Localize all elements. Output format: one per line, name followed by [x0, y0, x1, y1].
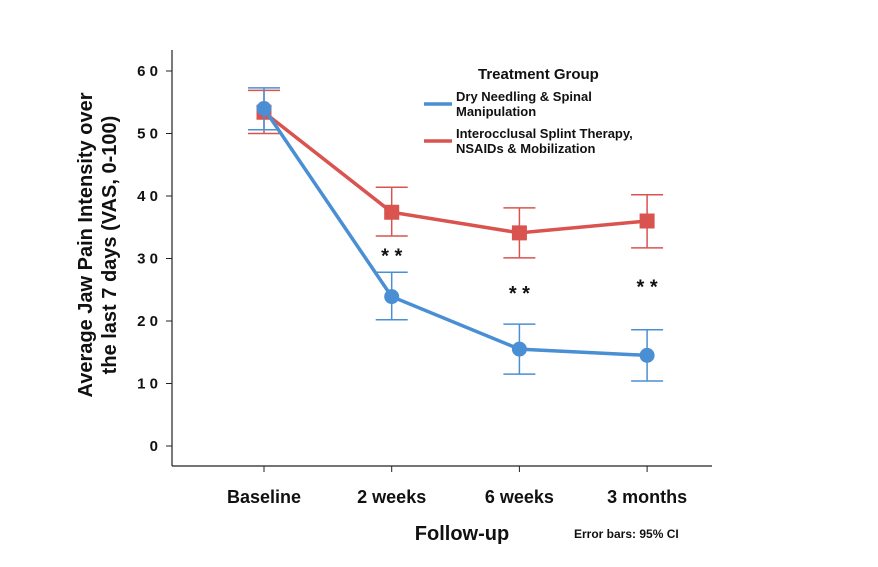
data-point — [639, 347, 655, 363]
legend-title: Treatment Group — [478, 66, 599, 83]
data-point — [384, 289, 400, 305]
y-tick-label: 6 0 — [137, 63, 158, 80]
y-tick-label: 1 0 — [137, 376, 158, 393]
footnote: Error bars: 95% CI — [574, 527, 679, 541]
data-point — [511, 225, 527, 241]
data-point — [639, 213, 655, 229]
x-tick-label: 2 weeks — [357, 487, 426, 507]
significance-marker: * * — [637, 277, 658, 299]
data-point — [511, 341, 527, 357]
x-tick-label: 3 months — [607, 487, 687, 507]
significance-marker: * * — [381, 245, 402, 267]
x-tick-label: Baseline — [227, 487, 301, 507]
significance-marker: * * — [509, 283, 530, 305]
legend-label: Dry Needling & Spinal Manipulation — [456, 89, 592, 119]
legend-label: Interocclusal Splint Therapy, NSAIDs & Mo… — [456, 126, 633, 156]
y-tick-label: 5 0 — [137, 126, 158, 143]
series-line — [262, 110, 648, 235]
y-tick-label: 0 — [150, 438, 158, 455]
y-tick-label: 3 0 — [137, 251, 158, 268]
series-line — [262, 107, 648, 358]
y-axis-label: Average Jaw Pain Intensity over the last … — [75, 92, 121, 397]
y-tick-label: 4 0 — [137, 188, 158, 205]
x-tick-label: 6 weeks — [485, 487, 554, 507]
x-axis-label: Follow-up — [415, 523, 509, 545]
data-point — [384, 204, 400, 220]
data-point — [256, 101, 272, 116]
y-tick-label: 2 0 — [137, 313, 158, 330]
